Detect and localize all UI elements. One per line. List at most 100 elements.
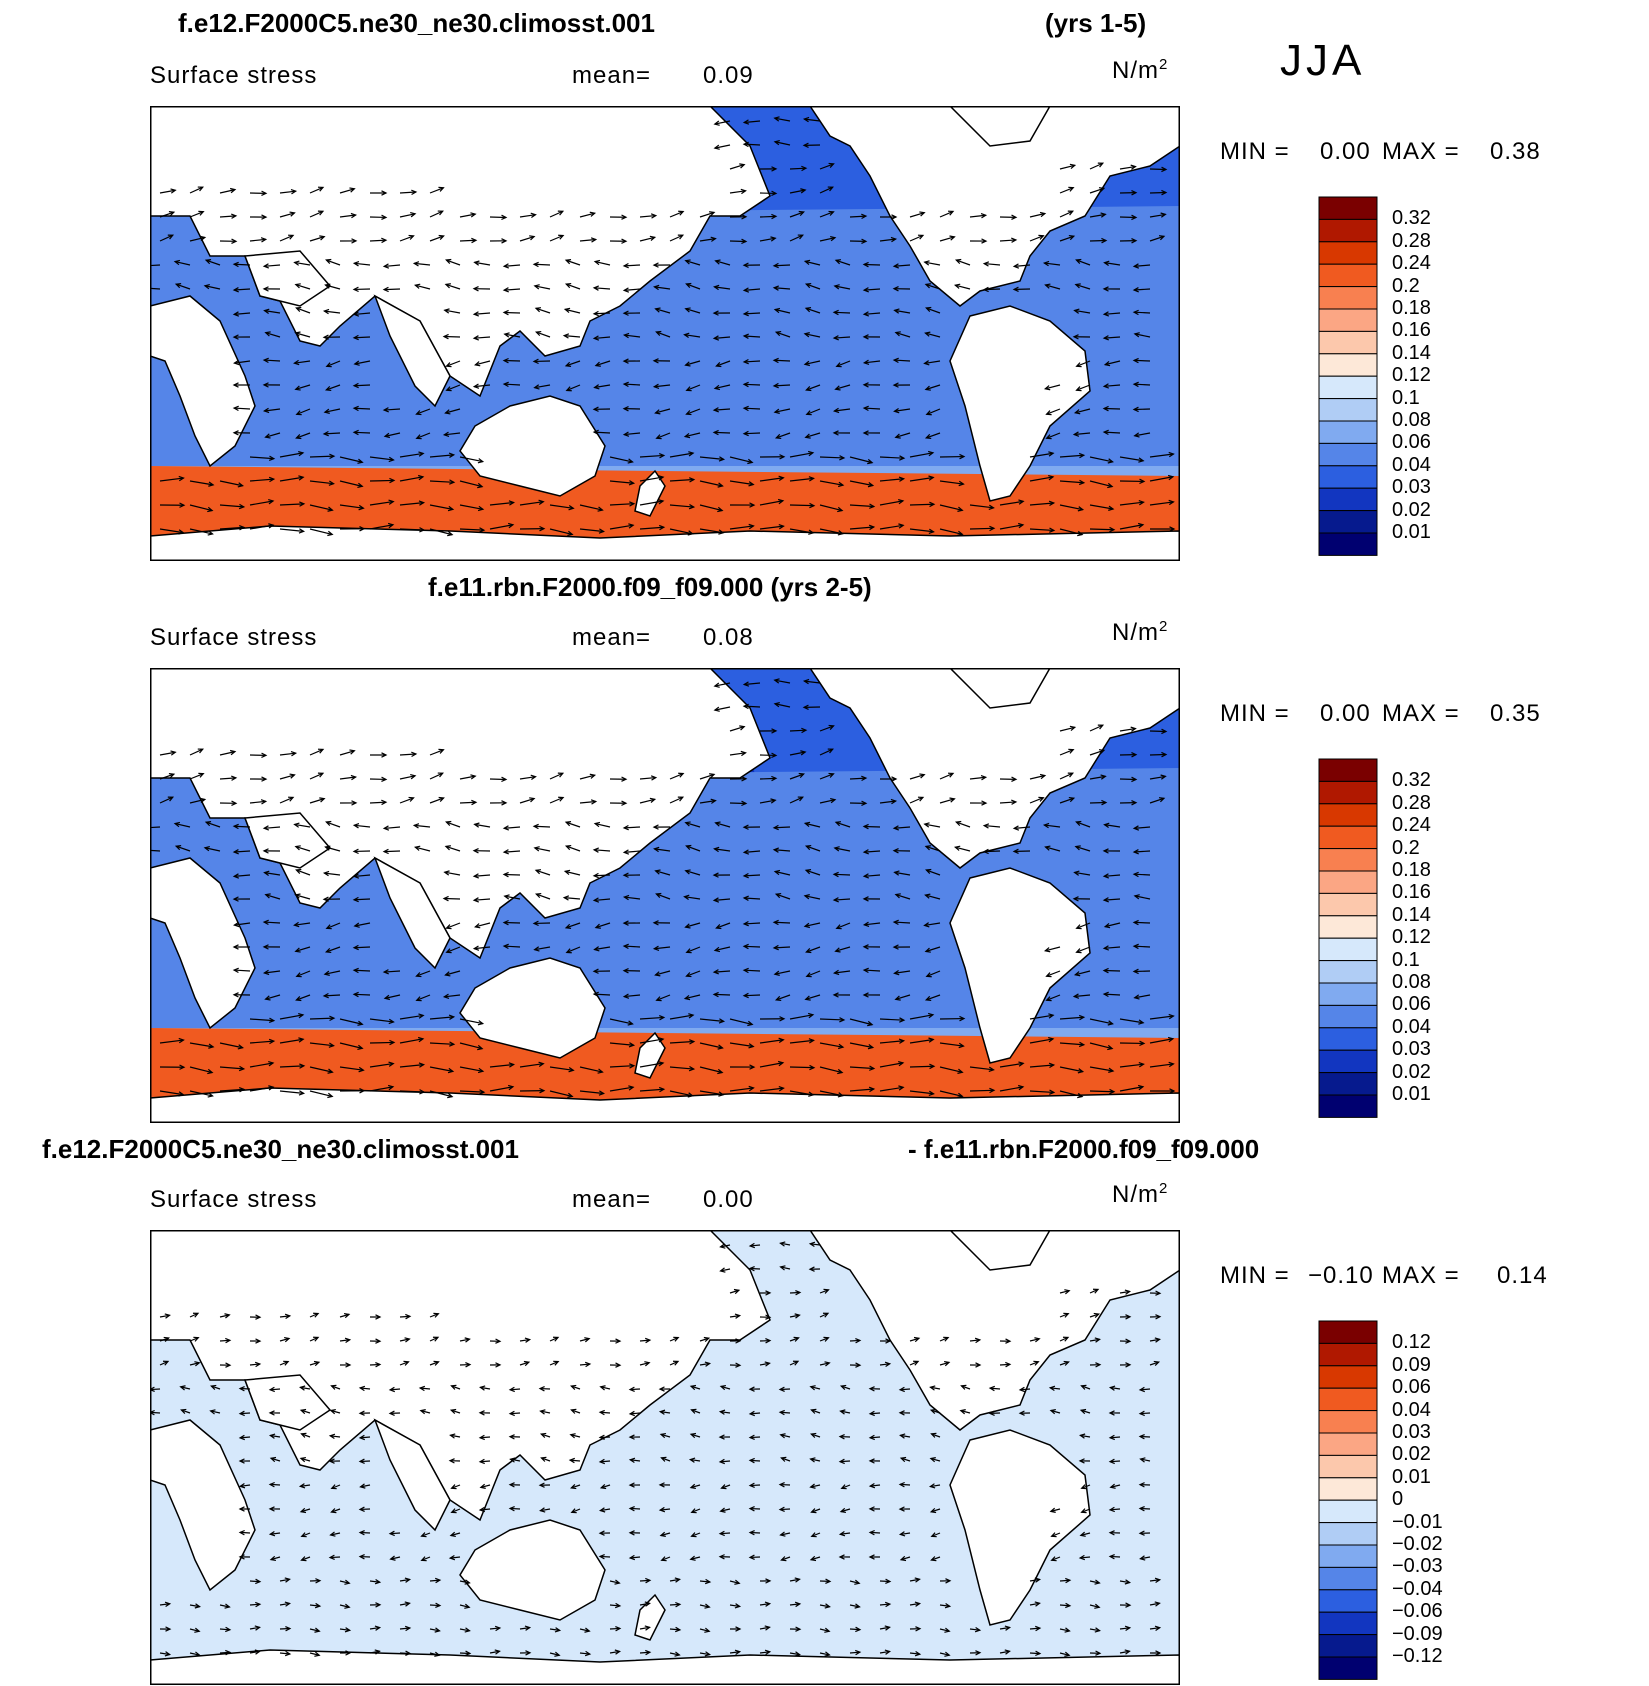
wind-vector: [729, 726, 745, 732]
wind-vector-head: [892, 825, 900, 831]
wind-vector: [369, 239, 386, 242]
colorbar-swatch: [1318, 937, 1378, 962]
panel-3-units: N/m2: [1112, 1180, 1169, 1208]
wind-vector: [810, 1243, 821, 1246]
wind-vector: [1089, 1042, 1113, 1050]
wind-vector: [384, 264, 401, 268]
panel-1-min-label: MIN =: [1220, 138, 1290, 165]
wind-vector-head: [779, 1531, 786, 1537]
wind-vector: [1134, 850, 1151, 853]
wind-vector-head: [553, 1336, 560, 1342]
wind-vector-head: [837, 1092, 845, 1098]
wind-vector: [324, 994, 341, 997]
wind-vector-head: [328, 480, 335, 486]
wind-vector: [925, 894, 941, 900]
wind-vector-head: [322, 334, 329, 340]
wind-vector: [780, 1411, 791, 1414]
wind-vector: [789, 234, 803, 242]
wind-vector-head: [433, 1360, 440, 1366]
wind-vector-head: [809, 1432, 817, 1438]
wind-vector-head: [839, 1384, 847, 1391]
wind-vector-head: [808, 1091, 815, 1097]
panel-2-max-value: 0.35: [1490, 700, 1541, 727]
wind-vector-head: [824, 1651, 831, 1657]
wind-vector: [489, 1063, 514, 1068]
wind-vector: [776, 432, 791, 439]
wind-vector: [805, 260, 821, 266]
wind-vector-head: [654, 307, 661, 313]
colorbar-swatch: [1318, 218, 1378, 243]
wind-vector: [1105, 922, 1121, 928]
colorbar-swatch: [1318, 982, 1378, 1006]
wind-vector-head: [748, 1554, 755, 1560]
wind-vector-head: [1034, 1337, 1041, 1343]
wind-vector: [999, 1626, 1010, 1630]
wind-vector-head: [778, 1482, 785, 1488]
wind-vector: [474, 312, 491, 315]
wind-vector: [519, 235, 535, 242]
map-frame: [150, 668, 1180, 1123]
wind-vector-head: [924, 433, 932, 440]
wind-vector: [879, 800, 896, 804]
wind-vector-head: [959, 1015, 966, 1022]
wind-vector-head: [210, 1384, 217, 1390]
wind-vector-head: [532, 920, 539, 927]
wind-vector-head: [359, 1088, 366, 1094]
wind-vector: [330, 1435, 341, 1438]
wind-vector: [1134, 383, 1151, 386]
wind-vector-head: [314, 1602, 322, 1609]
wind-vector-head: [238, 1506, 245, 1512]
wind-vector-head: [718, 456, 726, 462]
wind-vector: [774, 384, 791, 387]
wind-vector-head: [288, 234, 295, 240]
wind-vector-head: [915, 1626, 922, 1632]
wind-vector-head: [893, 308, 900, 314]
wind-vector-head: [1074, 845, 1081, 851]
wind-vector-head: [503, 332, 510, 338]
wind-vector: [655, 970, 671, 976]
wind-vector-head: [823, 1288, 830, 1294]
wind-vector-head: [495, 1338, 502, 1344]
wind-vector-head: [742, 333, 749, 339]
wind-vector-head: [1098, 187, 1106, 193]
panel-3-min-value: −0.10: [1308, 1262, 1374, 1289]
wind-vector-head: [381, 776, 388, 783]
colorbar-tick-label: 0.01: [1392, 1465, 1431, 1488]
wind-vector: [279, 1602, 290, 1606]
wind-vector-head: [232, 823, 239, 830]
wind-vector: [774, 970, 791, 975]
wind-vector: [474, 261, 491, 266]
wind-vector-head: [1069, 725, 1077, 731]
wind-vector-head: [1042, 822, 1050, 829]
wind-vector: [579, 1363, 590, 1366]
wind-vector-head: [710, 236, 717, 242]
wind-vector-head: [465, 1362, 472, 1368]
wind-vector-head: [867, 458, 874, 465]
wind-vector: [639, 1579, 650, 1582]
wind-vector-head: [718, 1091, 725, 1097]
wind-vector-head: [319, 235, 326, 241]
wind-vector-head: [570, 1408, 577, 1414]
wind-vector: [446, 384, 461, 391]
wind-vector-head: [677, 234, 685, 240]
wind-vector: [819, 456, 844, 459]
wind-vector: [240, 1436, 251, 1439]
wind-vector: [339, 1339, 350, 1342]
wind-vector: [744, 120, 761, 124]
wind-vector-head: [1078, 479, 1086, 486]
wind-vector-head: [803, 259, 811, 266]
wind-vector-head: [805, 410, 812, 416]
wind-vector-head: [533, 284, 540, 290]
wind-vector-head: [810, 1408, 817, 1414]
wind-vector-head: [598, 1409, 605, 1416]
wind-vector-head: [1102, 405, 1109, 412]
wind-vector-head: [232, 896, 239, 902]
wind-vector-head: [808, 476, 815, 482]
wind-vector: [900, 1434, 911, 1438]
wind-vector: [789, 211, 804, 218]
wind-vector-head: [263, 870, 270, 876]
wind-vector: [296, 432, 311, 439]
wind-vector: [864, 922, 881, 926]
wind-vector: [459, 1018, 483, 1025]
wind-vector: [390, 1388, 401, 1391]
